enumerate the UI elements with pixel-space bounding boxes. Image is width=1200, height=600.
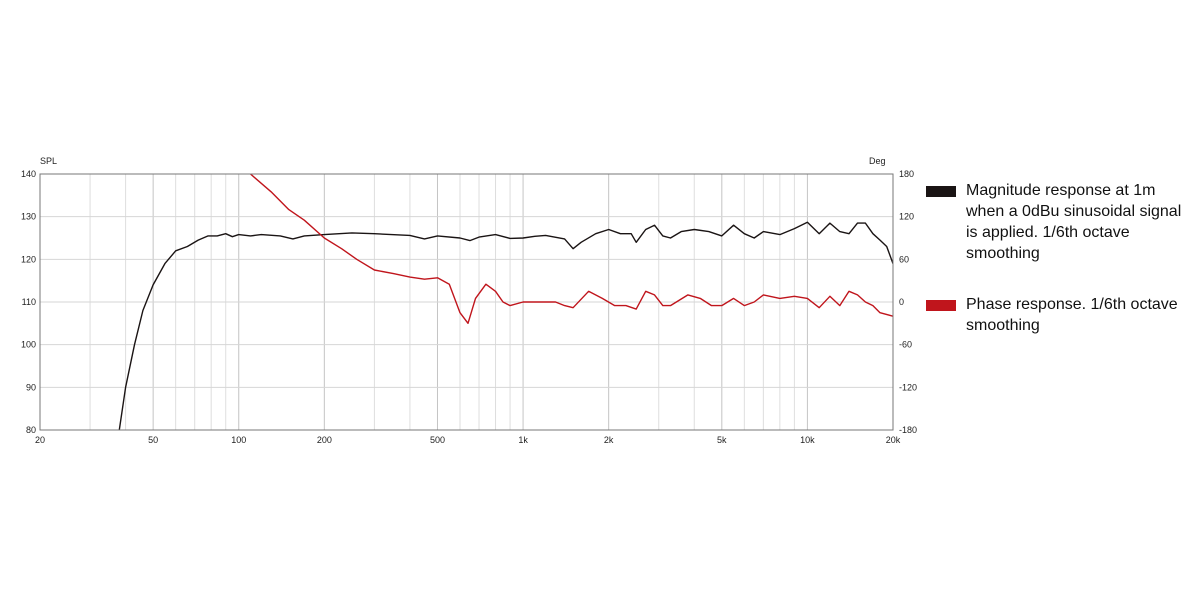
- phase-response-line: [250, 174, 893, 324]
- y-right-tick-label: 60: [899, 254, 909, 264]
- y-left-tick-label: 120: [21, 254, 36, 264]
- legend-item-phase: Phase response. 1/6th octave smoothing: [926, 294, 1196, 336]
- x-tick-label: 200: [317, 435, 332, 445]
- y-right-tick-label: 180: [899, 169, 914, 179]
- x-tick-label: 5k: [717, 435, 727, 445]
- y-right-tick-label: -180: [899, 425, 917, 435]
- magnitude-legend-swatch: [926, 186, 956, 197]
- x-tick-label: 500: [430, 435, 445, 445]
- y-left-tick-label: 130: [21, 212, 36, 222]
- tick-labels: 20 50 100 200 500 1k 2k 5k 10k 20k 80 90 100 110 120 13…: [21, 169, 917, 445]
- x-tick-label: 1k: [518, 435, 528, 445]
- x-tick-label: 50: [148, 435, 158, 445]
- y-right-tick-label: -120: [899, 382, 917, 392]
- right-axis-title: Deg: [869, 156, 886, 166]
- legend-item-magnitude: Magnitude response at 1m when a 0dBu sin…: [926, 180, 1196, 264]
- legend: Magnitude response at 1m when a 0dBu sin…: [926, 180, 1196, 336]
- y-right-tick-label: 120: [899, 212, 914, 222]
- legend-label-phase: Phase response. 1/6th octave smoothing: [966, 296, 1178, 334]
- y-right-tick-label: 0: [899, 297, 904, 307]
- y-left-tick-label: 110: [22, 297, 36, 307]
- y-left-tick-label: 100: [21, 340, 36, 350]
- x-tick-label: 100: [231, 435, 246, 445]
- legend-label-magnitude: Magnitude response at 1m when a 0dBu sin…: [966, 182, 1182, 262]
- x-tick-label: 2k: [604, 435, 614, 445]
- y-left-tick-label: 140: [21, 169, 36, 179]
- left-axis-title: SPL: [40, 156, 57, 166]
- series-group: [118, 174, 893, 430]
- y-left-tick-label: 80: [26, 425, 36, 435]
- y-left-tick-label: 90: [26, 382, 36, 392]
- plot-frame: [39, 173, 894, 431]
- y-right-tick-label: -60: [899, 340, 912, 350]
- phase-legend-swatch: [926, 300, 956, 311]
- grid: [40, 174, 893, 430]
- x-tick-label: 20k: [886, 435, 901, 445]
- magnitude-response-line: [118, 221, 893, 430]
- x-tick-label: 10k: [800, 435, 815, 445]
- x-tick-label: 20: [35, 435, 45, 445]
